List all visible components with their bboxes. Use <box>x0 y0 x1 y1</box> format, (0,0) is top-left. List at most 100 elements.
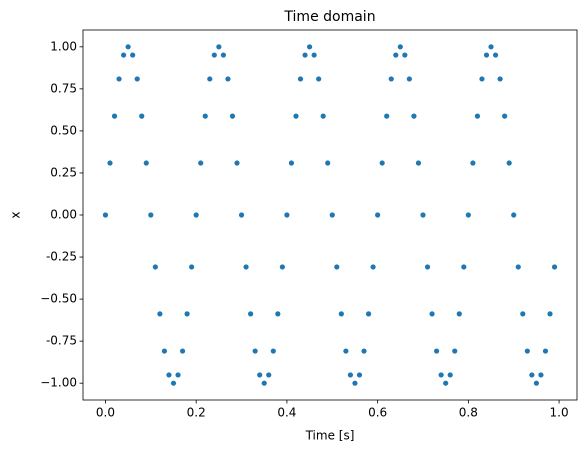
point <box>420 212 426 218</box>
point <box>297 76 304 82</box>
point <box>170 380 177 386</box>
point <box>266 372 272 378</box>
x-tick-label: 0.8 <box>459 406 478 420</box>
point <box>452 348 458 354</box>
point <box>542 348 549 354</box>
point <box>306 44 313 50</box>
point <box>302 52 308 58</box>
point <box>438 372 444 378</box>
point <box>130 52 136 58</box>
point <box>347 372 354 378</box>
point <box>189 264 195 270</box>
point <box>479 76 485 82</box>
point <box>229 113 236 119</box>
point <box>502 113 508 119</box>
point <box>102 212 109 218</box>
point <box>243 264 249 270</box>
y-tick-label: −0.50 <box>40 292 77 306</box>
point <box>207 76 213 82</box>
point <box>279 264 285 270</box>
x-tick-label: 0.2 <box>187 406 206 420</box>
point <box>506 160 512 166</box>
point <box>443 380 449 386</box>
point <box>343 348 349 354</box>
point <box>148 212 154 218</box>
point <box>116 76 122 82</box>
point <box>529 372 535 378</box>
point <box>551 264 558 270</box>
point <box>238 212 245 218</box>
point <box>356 372 363 378</box>
point <box>470 160 476 166</box>
point <box>474 113 481 119</box>
point <box>311 52 317 58</box>
y-tick-label: 0.00 <box>50 208 77 222</box>
point <box>424 264 431 270</box>
y-axis-label: x <box>9 211 23 218</box>
point <box>370 264 376 270</box>
point <box>107 160 113 166</box>
point <box>461 264 467 270</box>
point <box>406 76 412 82</box>
point <box>211 52 217 58</box>
point <box>375 212 381 218</box>
point <box>284 212 290 218</box>
point <box>488 44 494 50</box>
point <box>434 348 440 354</box>
point <box>483 52 490 58</box>
x-tick-label: 0.0 <box>96 406 115 420</box>
point <box>161 348 168 354</box>
point <box>524 348 530 354</box>
point <box>288 160 295 166</box>
y-tick-label: -0.75 <box>46 334 77 348</box>
point <box>515 264 521 270</box>
point <box>334 264 340 270</box>
point <box>320 113 326 119</box>
point <box>125 44 131 50</box>
point <box>252 348 258 354</box>
x-tick-label: 0.4 <box>277 406 296 420</box>
point <box>538 372 544 378</box>
point <box>533 380 540 386</box>
point <box>120 52 127 58</box>
point <box>497 76 503 82</box>
point <box>393 52 399 58</box>
x-tick-label: 1.0 <box>550 406 569 420</box>
point <box>202 113 208 119</box>
y-tick-label: 1.00 <box>50 39 77 53</box>
point <box>316 76 322 82</box>
point <box>520 311 526 317</box>
point <box>379 160 385 166</box>
point <box>134 76 140 82</box>
point <box>325 160 331 166</box>
point <box>352 380 358 386</box>
point <box>111 113 118 119</box>
chart-title: Time domain <box>283 9 375 25</box>
point <box>429 311 435 317</box>
point <box>447 372 453 378</box>
point <box>152 264 158 270</box>
point <box>184 311 190 317</box>
point <box>361 348 367 354</box>
point <box>397 44 403 50</box>
point <box>547 311 553 317</box>
point <box>175 372 181 378</box>
point <box>492 52 499 58</box>
point <box>198 160 204 166</box>
point <box>248 311 254 317</box>
x-tick-label: 0.6 <box>368 406 387 420</box>
point <box>388 76 394 82</box>
y-tick-label: 0.25 <box>50 165 77 179</box>
x-axis-label: Time [s] <box>305 429 355 443</box>
point <box>384 113 390 119</box>
point <box>338 311 344 317</box>
point <box>411 113 417 119</box>
point <box>179 348 186 354</box>
point <box>293 113 299 119</box>
point <box>157 311 163 317</box>
point <box>220 52 226 58</box>
y-tick-label: -0.25 <box>46 250 77 264</box>
point <box>193 212 199 218</box>
point <box>511 212 517 218</box>
